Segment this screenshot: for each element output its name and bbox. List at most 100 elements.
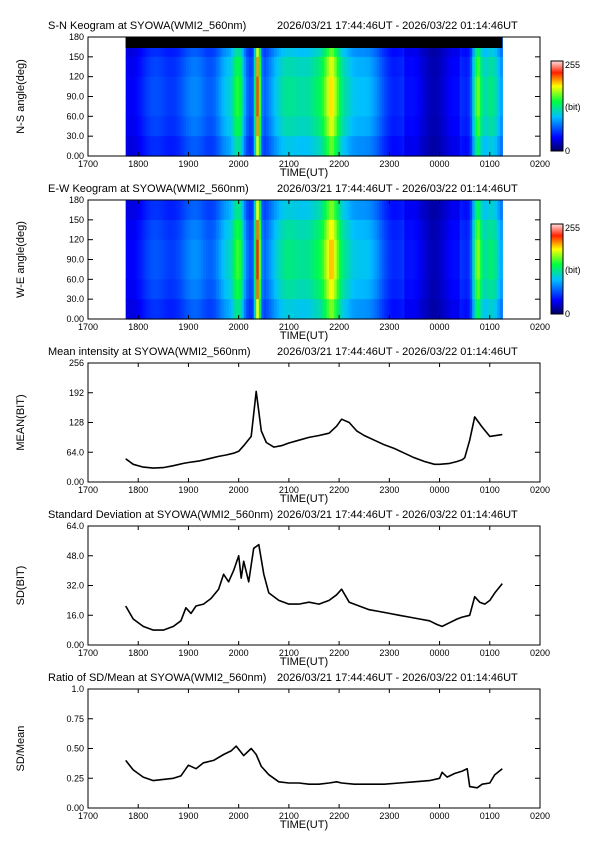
keogram-cell [208,219,212,241]
keogram-cell [233,96,237,117]
keogram-cell [449,136,453,157]
keogram-cell [356,136,360,157]
keogram-cell [324,279,328,300]
keogram-cell [233,76,237,98]
keogram-cell [349,239,353,261]
keogram-cell [411,279,416,300]
keogram-cell [467,76,471,98]
keogram-cell [314,219,318,241]
keogram-cell [449,116,453,137]
keogram-cell [221,279,225,300]
keogram-cell [311,299,315,320]
keogram-cell [469,299,473,320]
keogram-cell [472,136,476,157]
keogram-cell [125,200,129,221]
keogram-cell [180,136,185,157]
keogram-cell [391,136,395,157]
keogram-cell [190,299,195,320]
keogram-cell [489,219,493,241]
keogram-cell [389,259,393,280]
keogram-cell [248,96,252,117]
keogram-cell [228,239,232,261]
keogram-cell [268,56,272,78]
keogram-cell [208,259,212,280]
keogram-cell [236,136,240,157]
keogram-cell [208,96,212,117]
keogram-cell [283,219,287,241]
keogram-cell [379,279,383,300]
x-tick-label: 2000 [229,811,249,821]
keogram-cell [296,136,300,157]
keogram-cell [278,56,282,78]
keogram-cell [301,116,305,137]
keogram-cell [416,56,421,78]
keogram-cell [143,239,147,261]
ew-keogram-ylabel: W-E angle(deg) [15,221,27,298]
keogram-cell [319,299,323,320]
keogram-cell [364,76,368,98]
keogram-cell [163,239,167,261]
keogram-cell [419,259,423,280]
keogram-cell [454,299,458,320]
keogram-cell [464,279,468,300]
keogram-cell [128,116,132,137]
keogram-cell [226,96,230,117]
keogram-cell [452,200,456,221]
keogram-cell [499,116,503,137]
keogram-cell [389,96,393,117]
keogram-cell [213,299,217,320]
keogram-cell [238,279,242,300]
sn-keogram-title: S-N Keogram at SYOWA(WMI2_560nm) [48,20,246,32]
keogram-cell [266,279,270,300]
keogram-cell [469,219,473,241]
keogram-cell [125,299,129,320]
keogram-cell [168,56,172,78]
keogram-cell [291,219,295,241]
y-tick-label: 60.0 [66,111,84,121]
keogram-cell [153,239,157,261]
keogram-cell [283,96,287,117]
keogram-cell [163,96,167,117]
keogram-cell [366,96,370,117]
keogram-cell [218,299,222,320]
keogram-cell [140,76,144,98]
keogram-cell [404,200,408,221]
keogram-cell [396,136,400,157]
x-tick-label: 2000 [229,648,249,658]
keogram-cell [263,200,267,221]
keogram-cell [253,279,257,300]
keogram-cell [454,76,458,98]
keogram-cell [462,239,466,261]
keogram-cell [467,96,471,117]
keogram-cell [281,239,285,261]
keogram-cell [128,76,132,98]
keogram-cell [314,299,318,320]
y-tick-label: 32.0 [66,581,84,591]
sn-keogram-image [125,37,503,157]
keogram-cell [334,76,338,98]
keogram-cell [369,116,373,137]
keogram-cell [281,279,285,300]
keogram-cell [394,96,398,117]
keogram-cell [439,96,443,117]
keogram-cell [366,76,370,98]
keogram-cell [241,219,245,241]
keogram-cell [308,299,313,320]
keogram-cell [208,136,212,157]
keogram-cell [437,200,441,221]
keogram-cell [276,279,280,300]
sd-mean-ratio-ylabel: SD/Mean [15,726,27,772]
keogram-cell [386,76,390,98]
keogram-cell [339,299,343,320]
keogram-cell [201,200,205,221]
keogram-cell [223,200,227,221]
keogram-cell [421,279,426,300]
keogram-cell [321,56,325,78]
keogram-cell [201,239,205,261]
keogram-cell [246,239,250,261]
keogram-cell [266,96,270,117]
keogram-cell [321,279,325,300]
keogram-cell [185,279,190,300]
keogram-cell [472,259,476,280]
keogram-cell [195,219,200,241]
